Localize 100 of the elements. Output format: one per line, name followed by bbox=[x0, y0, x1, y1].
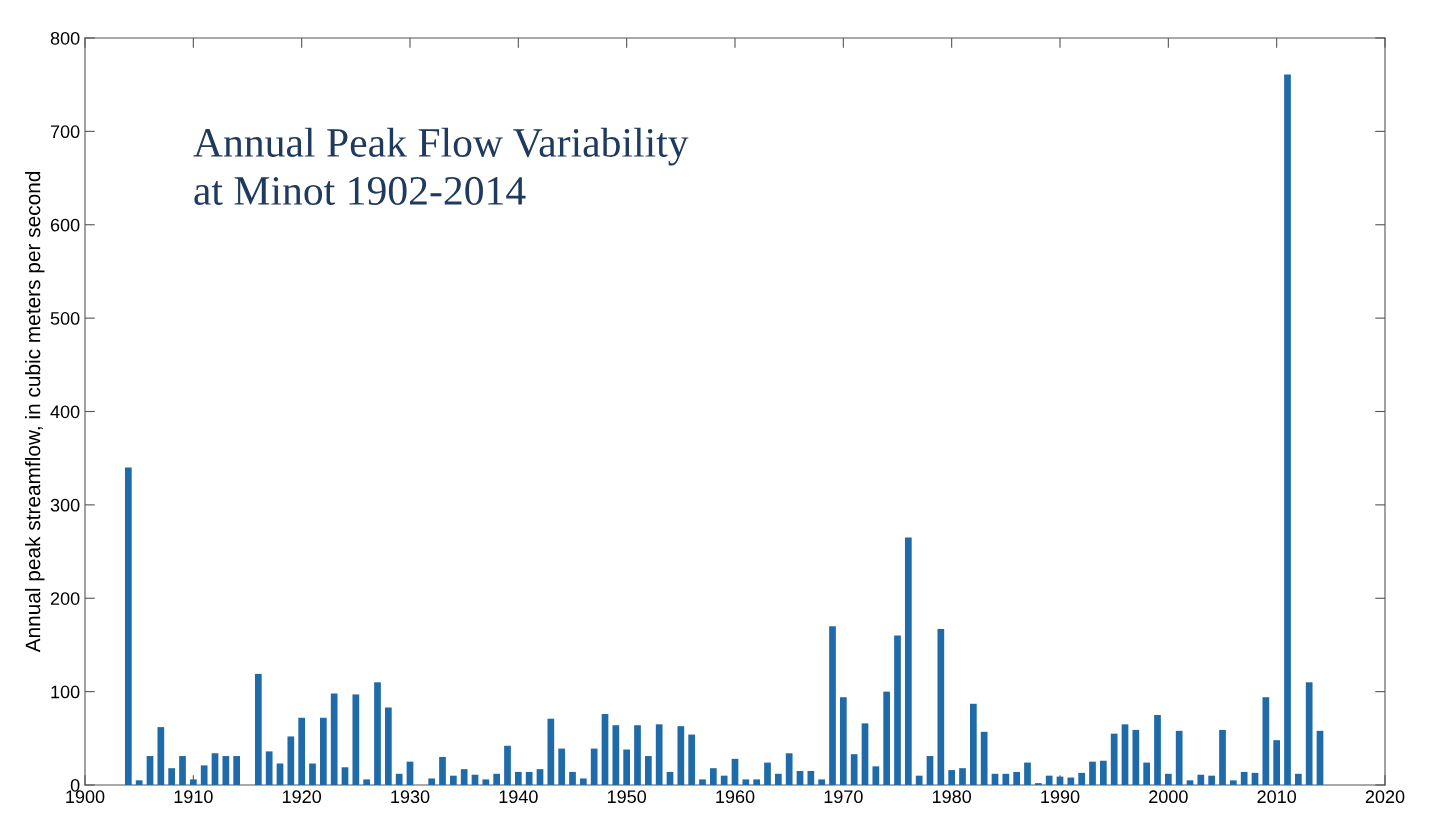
bar bbox=[569, 771, 576, 785]
bar bbox=[807, 770, 815, 785]
bar bbox=[894, 635, 901, 785]
x-tick-label: 1950 bbox=[607, 790, 647, 804]
bar bbox=[1294, 773, 1302, 785]
bar bbox=[623, 749, 631, 785]
bar bbox=[179, 756, 186, 785]
bar bbox=[590, 748, 598, 785]
bar bbox=[655, 724, 663, 785]
bar bbox=[449, 775, 457, 785]
bar bbox=[634, 725, 641, 785]
bar bbox=[1229, 780, 1237, 785]
bar bbox=[493, 773, 501, 785]
bar bbox=[298, 717, 306, 785]
bar bbox=[926, 756, 934, 785]
bar bbox=[287, 736, 295, 785]
bar bbox=[677, 726, 685, 785]
y-tick-label: 400 bbox=[50, 405, 80, 419]
bar bbox=[948, 770, 956, 785]
bar bbox=[309, 763, 316, 785]
y-tick-label: 800 bbox=[50, 31, 80, 45]
bar bbox=[774, 773, 782, 785]
bar bbox=[818, 779, 826, 785]
text: Annual Peak Flow Variability at Minot 1902-2014 bbox=[193, 127, 689, 205]
bar bbox=[969, 703, 977, 785]
bar bbox=[525, 771, 533, 785]
bar bbox=[709, 768, 717, 785]
bar bbox=[363, 779, 371, 785]
bar bbox=[352, 694, 360, 785]
x-tick-label: 1960 bbox=[716, 790, 755, 804]
bar bbox=[1002, 773, 1010, 785]
bar bbox=[1175, 730, 1183, 785]
bar bbox=[254, 673, 262, 785]
bar bbox=[850, 754, 858, 785]
bar bbox=[1121, 724, 1129, 785]
bar bbox=[124, 467, 132, 785]
bar bbox=[135, 780, 143, 785]
bar bbox=[319, 717, 327, 785]
y-axis-title: Annual peak streamflow, in cubic meters per second bbox=[25, 171, 45, 653]
bar bbox=[146, 756, 154, 785]
x-tick-label: 2000 bbox=[1149, 790, 1188, 804]
x-tick-label: 1920 bbox=[282, 790, 322, 804]
x-tick-label: 2010 bbox=[1257, 790, 1297, 804]
y-tick-label: 200 bbox=[50, 592, 80, 605]
bar bbox=[536, 769, 544, 785]
bar bbox=[211, 753, 219, 785]
bar bbox=[937, 629, 945, 785]
x-tick-label: 1980 bbox=[932, 790, 972, 804]
bar bbox=[1197, 774, 1205, 785]
bar bbox=[265, 751, 273, 785]
bar bbox=[1078, 772, 1086, 785]
bar bbox=[1240, 771, 1248, 785]
bar bbox=[980, 731, 988, 785]
bar bbox=[1219, 729, 1226, 785]
bar bbox=[1284, 74, 1291, 785]
y-tick-label: 0 bbox=[70, 778, 80, 792]
bar bbox=[504, 745, 511, 785]
bar bbox=[1154, 714, 1161, 785]
bar bbox=[168, 768, 176, 785]
y-tick-label: 600 bbox=[50, 218, 80, 232]
bar bbox=[742, 779, 750, 785]
bar bbox=[861, 723, 869, 785]
bar bbox=[1110, 733, 1118, 785]
bar bbox=[384, 707, 392, 785]
bar bbox=[1067, 777, 1075, 785]
bar bbox=[644, 756, 652, 785]
bar bbox=[439, 756, 446, 785]
bar bbox=[764, 762, 771, 785]
bar bbox=[883, 691, 891, 785]
bar bbox=[341, 767, 349, 785]
bar bbox=[579, 778, 587, 785]
bar bbox=[1099, 760, 1107, 785]
bar bbox=[1273, 740, 1281, 785]
bar bbox=[395, 773, 403, 785]
x-tick-label: 1900 bbox=[66, 790, 105, 804]
bar bbox=[699, 779, 706, 785]
bar bbox=[872, 766, 880, 785]
bar bbox=[785, 753, 793, 785]
bar bbox=[1089, 761, 1096, 785]
bar bbox=[428, 778, 436, 785]
bar bbox=[1143, 762, 1151, 785]
bar bbox=[200, 765, 208, 785]
bar bbox=[720, 775, 728, 785]
bar bbox=[612, 725, 620, 785]
bar bbox=[1208, 775, 1216, 785]
bar bbox=[374, 682, 381, 785]
y-tick-label: 500 bbox=[50, 312, 80, 325]
bar bbox=[753, 779, 761, 785]
bar bbox=[547, 718, 555, 785]
bar bbox=[1132, 729, 1140, 785]
bar bbox=[330, 693, 338, 785]
x-tick-label: 1910 bbox=[174, 790, 213, 804]
bar bbox=[1045, 775, 1053, 785]
y-tick-label: 700 bbox=[50, 125, 80, 139]
bar bbox=[189, 779, 197, 785]
bar bbox=[1013, 771, 1021, 785]
bar bbox=[222, 756, 230, 785]
bar bbox=[1024, 762, 1031, 785]
x-tick-label: 1940 bbox=[499, 790, 538, 804]
bar bbox=[904, 537, 912, 785]
